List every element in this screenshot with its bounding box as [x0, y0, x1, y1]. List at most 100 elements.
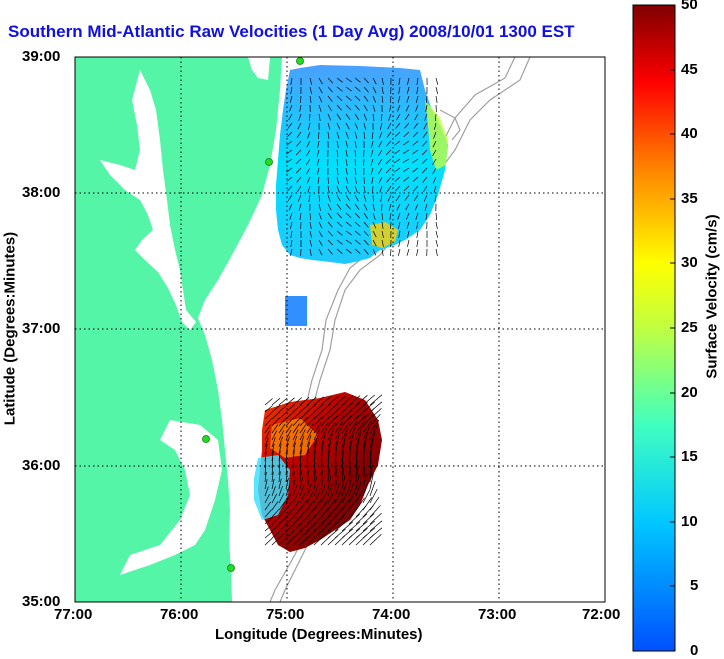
- velocity-arrow: [389, 104, 392, 112]
- velocity-arrow: [318, 239, 323, 247]
- velocity-arrow: [336, 131, 340, 139]
- velocity-arrow: [424, 203, 428, 211]
- velocity-arrow: [292, 397, 303, 406]
- velocity-arrow: [380, 113, 383, 122]
- velocity-arrow: [278, 436, 283, 448]
- velocity-arrow: [264, 531, 273, 539]
- velocity-arrow: [271, 478, 275, 490]
- velocity-arrow: [381, 239, 384, 247]
- velocity-arrow: [348, 460, 351, 476]
- velocity-arrow: [306, 149, 311, 157]
- velocity-arrow: [345, 239, 352, 245]
- velocity-arrow: [271, 430, 278, 441]
- velocity-arrow: [336, 194, 341, 202]
- velocity-arrow: [336, 122, 341, 130]
- velocity-arrow: [413, 122, 419, 129]
- velocity-arrow: [354, 212, 361, 219]
- velocity-arrow: [285, 516, 295, 525]
- velocity-arrow: [320, 396, 332, 406]
- velocity-arrow: [381, 248, 384, 256]
- velocity-arrow: [292, 484, 298, 497]
- velocity-arrow: [354, 131, 358, 139]
- velocity-arrow: [372, 212, 376, 220]
- velocity-arrow: [318, 194, 321, 203]
- velocity-arrow: [271, 509, 280, 518]
- velocity-arrow: [395, 185, 401, 192]
- velocity-arrow: [348, 395, 361, 406]
- velocity-arrow: [432, 140, 437, 148]
- velocity-arrow: [334, 521, 346, 532]
- velocity-arrow: [278, 485, 283, 497]
- velocity-arrow: [398, 77, 401, 85]
- velocity-arrow: [362, 420, 372, 434]
- velocity-arrow: [416, 86, 419, 94]
- velocity-arrow: [299, 530, 310, 539]
- velocity-arrow: [271, 501, 279, 511]
- velocity-arrow: [278, 523, 288, 532]
- velocity-arrow: [295, 149, 302, 156]
- velocity-arrow: [435, 95, 438, 103]
- velocity-arrow: [398, 86, 401, 94]
- velocity-arrow: [299, 212, 302, 220]
- x-tick-label: 72:00: [582, 606, 621, 623]
- velocity-arrow: [341, 402, 354, 413]
- velocity-arrow: [320, 483, 326, 497]
- velocity-arrow: [299, 104, 302, 112]
- velocity-arrow: [390, 248, 392, 257]
- velocity-arrow: [317, 176, 320, 184]
- velocity-arrow: [413, 194, 419, 201]
- velocity-arrow: [285, 530, 295, 539]
- velocity-arrow: [313, 448, 316, 462]
- velocity-arrow: [334, 498, 344, 511]
- velocity-arrow: [355, 521, 368, 532]
- hf-radar-stations: [202, 57, 304, 572]
- velocity-arrow: [292, 410, 302, 420]
- velocity-arrow: [398, 221, 401, 229]
- x-axis-label: Longitude (Degrees:Minutes): [215, 626, 423, 643]
- velocity-arrow: [381, 230, 384, 238]
- velocity-arrow: [290, 86, 293, 94]
- velocity-arrow: [313, 396, 324, 406]
- velocity-arrow: [381, 77, 384, 85]
- velocity-arrow: [320, 441, 325, 455]
- velocity-arrow: [318, 86, 323, 94]
- velocity-arrow: [336, 203, 342, 210]
- velocity-arrow: [271, 471, 274, 483]
- velocity-arrow: [318, 221, 323, 229]
- velocity-arrow: [327, 131, 330, 139]
- velocity-arrow: [299, 397, 310, 406]
- velocity-arrow: [286, 176, 293, 182]
- velocity-arrow: [345, 176, 349, 184]
- velocity-arrow: [286, 158, 293, 164]
- velocity-arrow: [327, 415, 338, 427]
- velocity-arrow: [289, 212, 293, 220]
- velocity-arrow: [406, 212, 410, 220]
- velocity-arrow: [334, 490, 342, 504]
- velocity-arrow: [378, 131, 383, 139]
- velocity-arrow: [278, 500, 286, 511]
- velocity-arrow: [345, 86, 352, 92]
- velocity-arrow: [320, 415, 330, 427]
- velocity-arrow: [341, 514, 353, 525]
- velocity-arrow: [404, 122, 410, 129]
- velocity-arrow: [412, 140, 419, 146]
- velocity-arrow: [348, 513, 360, 525]
- colorbar-label: Surface Velocity (cm/s): [703, 214, 721, 379]
- velocity-arrow: [369, 496, 380, 511]
- velocity-arrow: [309, 95, 312, 103]
- velocity-arrow: [271, 524, 281, 532]
- velocity-arrow: [423, 185, 428, 193]
- velocity-arrow: [327, 95, 333, 102]
- velocity-arrow: [336, 95, 343, 102]
- velocity-arrow: [363, 221, 369, 228]
- velocity-arrow: [341, 395, 354, 406]
- velocity-arrow: [381, 212, 383, 221]
- velocity-arrow: [299, 492, 306, 504]
- velocity-arrow: [341, 482, 348, 497]
- velocity-arrow: [370, 149, 374, 157]
- velocity-arrow: [341, 498, 351, 511]
- velocity-arrow: [336, 248, 343, 254]
- velocity-arrow: [354, 158, 357, 167]
- velocity-arrow: [341, 490, 349, 504]
- velocity-arrow: [363, 113, 368, 121]
